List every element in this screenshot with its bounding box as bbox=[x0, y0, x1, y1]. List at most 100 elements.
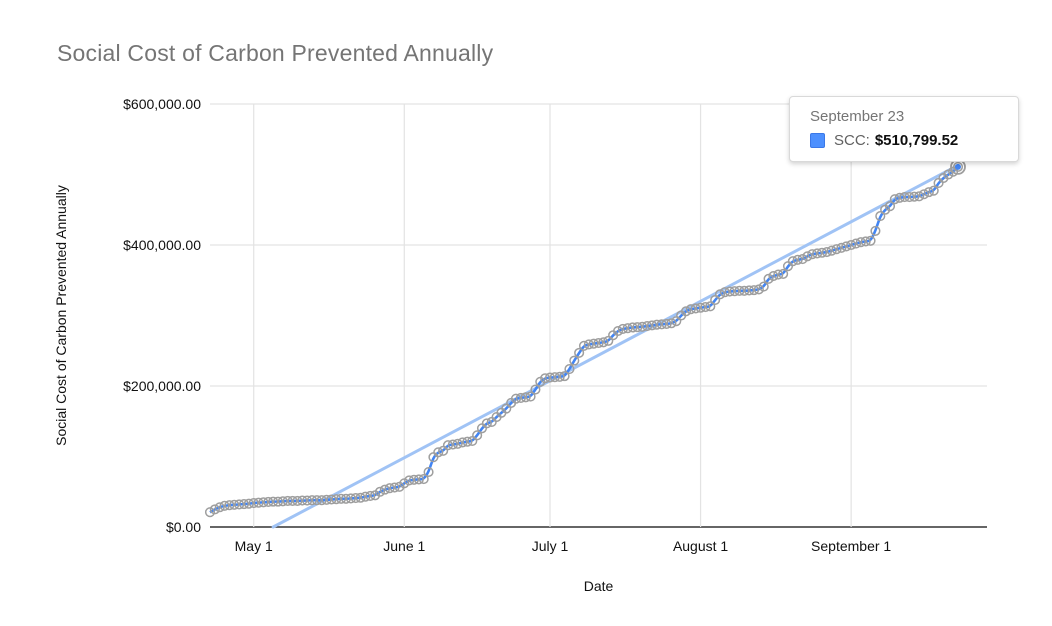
data-point-marker[interactable] bbox=[520, 392, 531, 403]
data-point-marker[interactable] bbox=[894, 192, 905, 203]
data-point-marker[interactable] bbox=[374, 486, 386, 497]
data-point-marker[interactable] bbox=[909, 191, 920, 202]
data-point-marker[interactable] bbox=[617, 323, 628, 334]
data-point-marker[interactable] bbox=[263, 496, 274, 508]
data-point-marker[interactable] bbox=[408, 474, 420, 485]
data-point-marker[interactable] bbox=[345, 493, 356, 504]
data-point-marker[interactable] bbox=[739, 285, 750, 296]
data-point-marker[interactable] bbox=[627, 322, 638, 333]
data-point-marker[interactable] bbox=[928, 185, 939, 196]
data-point-marker[interactable] bbox=[219, 500, 230, 511]
data-point-marker[interactable] bbox=[316, 495, 327, 506]
data-point-marker[interactable] bbox=[413, 474, 424, 485]
data-point-marker[interactable] bbox=[831, 244, 842, 255]
data-point-marker[interactable] bbox=[787, 256, 798, 267]
data-point-marker[interactable] bbox=[282, 495, 293, 506]
data-point-marker[interactable] bbox=[311, 495, 322, 506]
data-point-marker[interactable] bbox=[248, 497, 259, 509]
data-point-marker[interactable] bbox=[554, 371, 565, 382]
data-point-marker[interactable] bbox=[758, 281, 769, 292]
data-point-marker[interactable] bbox=[646, 320, 658, 331]
data-point-marker[interactable] bbox=[690, 303, 701, 314]
data-point-marker[interactable] bbox=[549, 372, 560, 383]
data-point-marker[interactable] bbox=[952, 161, 964, 172]
data-point-marker[interactable] bbox=[651, 319, 662, 330]
data-point-marker[interactable] bbox=[812, 248, 823, 259]
data-point-marker[interactable] bbox=[661, 318, 672, 330]
data-point-marker[interactable] bbox=[214, 502, 225, 513]
data-point-marker[interactable] bbox=[481, 418, 492, 429]
data-point-marker[interactable] bbox=[870, 225, 881, 236]
data-point-marker[interactable] bbox=[943, 169, 954, 180]
data-point-marker[interactable] bbox=[525, 391, 536, 402]
data-point-marker[interactable] bbox=[234, 499, 245, 510]
data-point-marker[interactable] bbox=[418, 474, 429, 485]
data-point-marker[interactable] bbox=[204, 507, 216, 518]
data-point-marker[interactable] bbox=[860, 236, 871, 247]
data-point-marker[interactable] bbox=[243, 498, 254, 509]
data-point-marker[interactable] bbox=[452, 438, 463, 449]
data-point-marker[interactable] bbox=[569, 355, 580, 366]
data-point-marker[interactable] bbox=[884, 201, 896, 212]
data-point-marker[interactable] bbox=[680, 306, 692, 317]
data-point-marker[interactable] bbox=[763, 273, 774, 284]
data-point-marker[interactable] bbox=[875, 211, 886, 222]
data-point-marker[interactable] bbox=[355, 492, 366, 503]
data-point-marker[interactable] bbox=[433, 447, 444, 458]
data-point-marker[interactable] bbox=[773, 269, 784, 280]
data-point-marker[interactable] bbox=[564, 364, 575, 375]
data-point-marker[interactable] bbox=[826, 245, 837, 256]
data-point-marker[interactable] bbox=[350, 493, 361, 504]
data-point-marker[interactable] bbox=[238, 499, 250, 510]
data-point-marker[interactable] bbox=[656, 319, 667, 330]
data-point-marker[interactable] bbox=[593, 337, 604, 349]
data-point-marker[interactable] bbox=[714, 289, 726, 300]
data-point-marker[interactable] bbox=[923, 187, 934, 198]
data-point-marker[interactable] bbox=[637, 321, 648, 332]
data-point-marker[interactable] bbox=[768, 270, 779, 282]
data-point-marker[interactable] bbox=[642, 321, 653, 332]
data-point-marker[interactable] bbox=[748, 285, 760, 296]
data-point-marker[interactable] bbox=[836, 242, 847, 253]
data-point-marker[interactable] bbox=[462, 436, 473, 447]
data-point-marker[interactable] bbox=[447, 439, 458, 450]
data-point-marker[interactable] bbox=[272, 496, 284, 507]
data-point-marker[interactable] bbox=[340, 493, 352, 504]
data-point-marker[interactable] bbox=[700, 301, 711, 313]
data-point-marker[interactable] bbox=[399, 478, 410, 489]
data-point-marker[interactable] bbox=[914, 191, 925, 202]
data-point-marker[interactable] bbox=[287, 495, 298, 506]
data-point-marker[interactable] bbox=[612, 325, 624, 337]
data-point-marker[interactable] bbox=[797, 254, 808, 265]
data-point-marker[interactable] bbox=[588, 338, 599, 349]
data-point-marker[interactable] bbox=[865, 235, 876, 246]
data-point-marker[interactable] bbox=[578, 340, 590, 351]
data-point-marker[interactable] bbox=[666, 318, 677, 329]
data-point-marker[interactable] bbox=[807, 249, 818, 260]
data-point-marker[interactable] bbox=[384, 483, 395, 494]
data-point-marker[interactable] bbox=[855, 237, 866, 248]
data-point-marker[interactable] bbox=[321, 494, 332, 505]
data-point-marker[interactable] bbox=[224, 500, 235, 511]
data-point-marker[interactable] bbox=[821, 247, 832, 258]
data-point-marker[interactable] bbox=[846, 239, 857, 251]
data-point-marker[interactable] bbox=[336, 493, 347, 504]
data-point-marker[interactable] bbox=[899, 192, 910, 203]
data-point-marker[interactable] bbox=[816, 247, 828, 258]
data-point-marker[interactable] bbox=[530, 384, 541, 395]
data-point-marker[interactable] bbox=[277, 496, 288, 507]
data-point-marker[interactable] bbox=[622, 323, 633, 334]
data-point-marker[interactable] bbox=[442, 440, 454, 451]
data-point-marker[interactable] bbox=[841, 241, 852, 252]
data-point-marker[interactable] bbox=[802, 251, 813, 262]
data-point-marker[interactable] bbox=[792, 254, 803, 265]
data-point-marker[interactable] bbox=[365, 490, 376, 502]
data-point-marker[interactable] bbox=[302, 495, 313, 506]
data-point-marker[interactable] bbox=[389, 482, 400, 493]
data-point-marker[interactable] bbox=[734, 285, 745, 296]
data-point-marker[interactable] bbox=[326, 494, 337, 505]
data-point-marker[interactable] bbox=[753, 284, 764, 295]
data-point-marker[interactable] bbox=[229, 499, 240, 510]
data-point-marker[interactable] bbox=[423, 466, 434, 478]
data-point-marker[interactable] bbox=[258, 497, 269, 508]
